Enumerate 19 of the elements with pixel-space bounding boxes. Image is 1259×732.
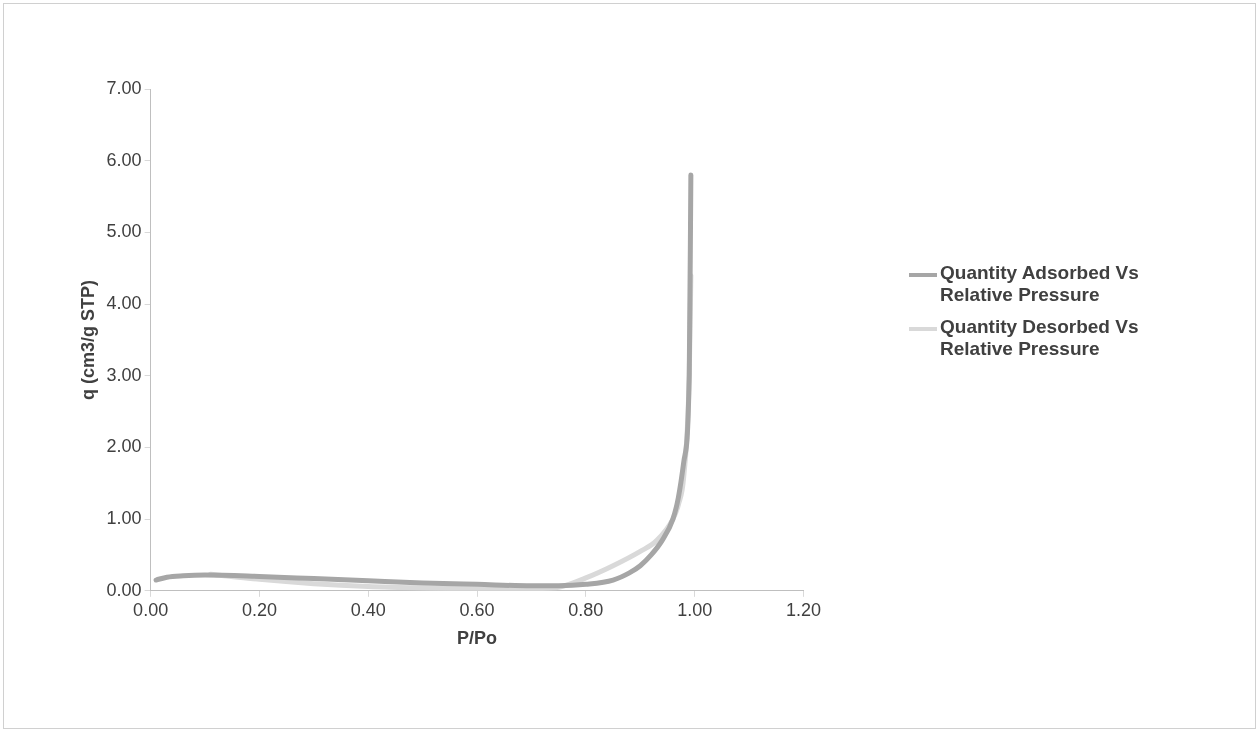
y-tick-label: 0.00	[106, 579, 142, 600]
x-tick-label: 1.20	[785, 599, 822, 620]
y-tick-label: 5.00	[106, 221, 142, 242]
y-tick-label: 7.00	[106, 77, 142, 98]
x-tick-label: 0.80	[568, 599, 604, 620]
legend-label: Quantity Adsorbed Vs Relative Pressure	[940, 262, 1140, 306]
y-tick-label: 1.00	[106, 508, 142, 529]
y-tick-label: 6.00	[106, 149, 142, 170]
y-axis-title: q (cm3/g STP)	[77, 279, 98, 400]
x-axis-title: P/Po	[457, 628, 498, 649]
x-tick-label: 0.60	[459, 599, 495, 620]
x-tick-label: 0.20	[241, 599, 277, 620]
legend-label: Quantity Desorbed Vs Relative Pressure	[940, 316, 1140, 360]
x-tick-label: 0.40	[350, 599, 386, 620]
y-tick-label: 3.00	[106, 364, 142, 385]
y-tick-label: 4.00	[106, 293, 142, 314]
x-tick-label: 1.00	[677, 599, 713, 620]
y-tick-label: 2.00	[106, 436, 142, 457]
x-tick-label: 0.00	[133, 599, 169, 620]
